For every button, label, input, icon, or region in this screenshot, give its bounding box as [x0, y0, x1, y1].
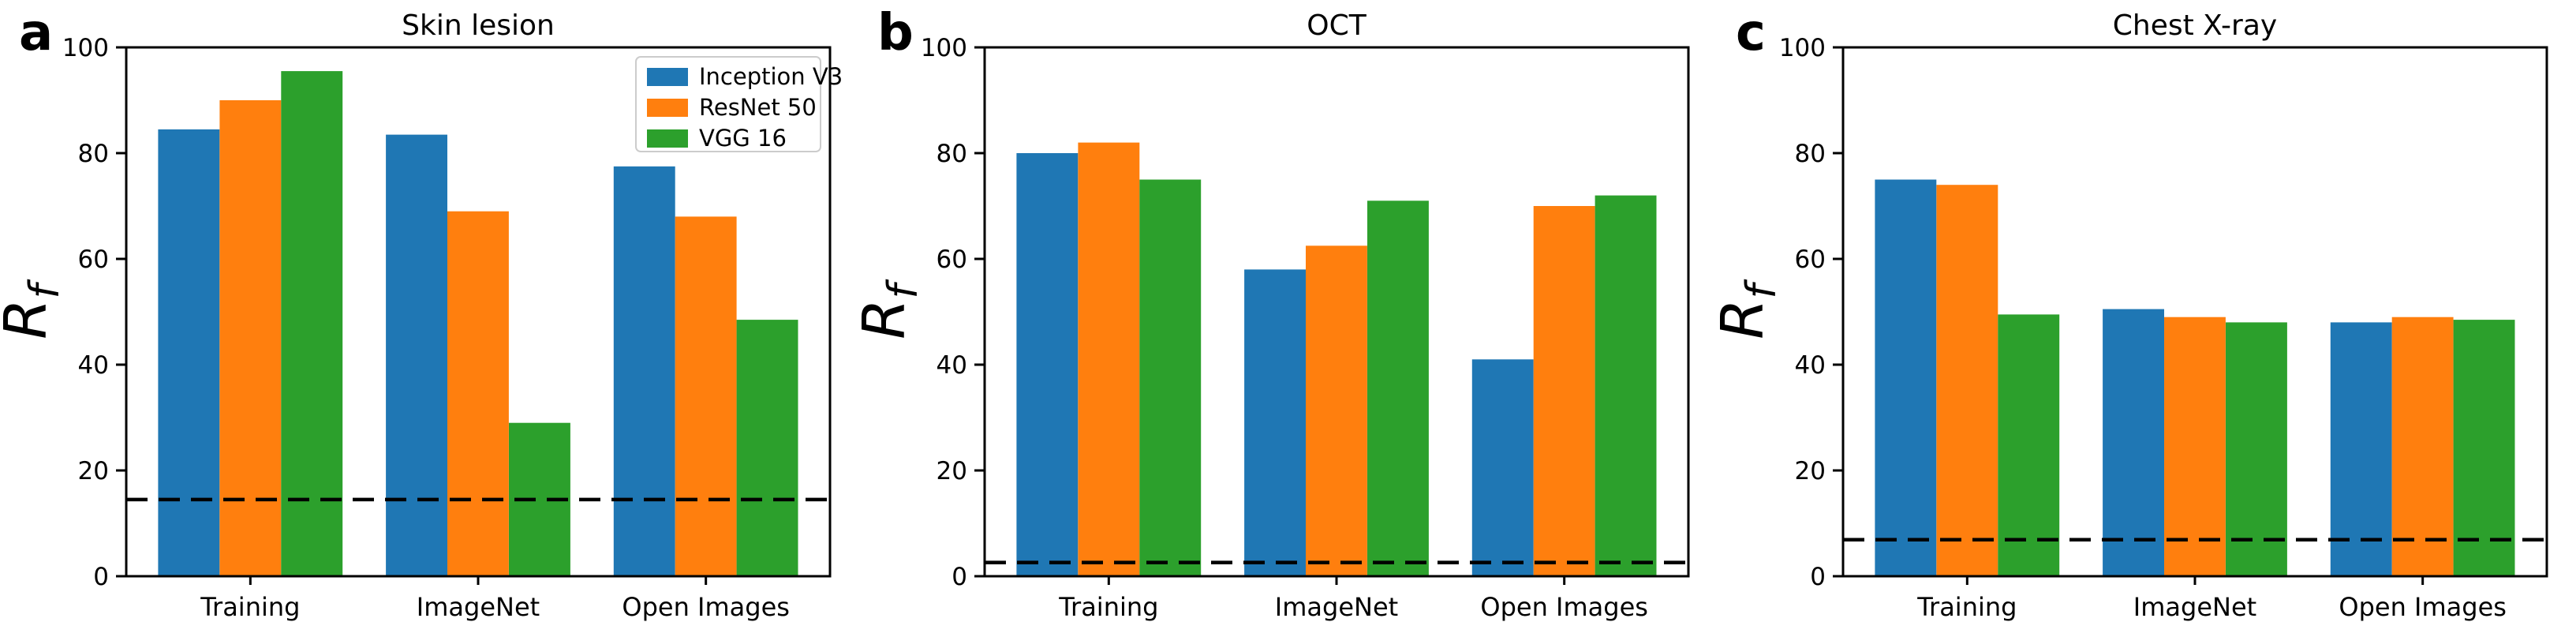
chart-title: OCT	[1307, 9, 1367, 42]
y-axis-label: Rf	[1717, 279, 1785, 339]
panel-c: c 0 20 40 60 80 100 Training ImageNet Open Image…	[1717, 0, 2575, 622]
bar-vgg-16-open-images	[1595, 195, 1657, 576]
bar-inception-v3-training	[1016, 153, 1079, 576]
bar-inception-v3-open-images	[2330, 322, 2392, 576]
y-axis-label: Rf	[858, 279, 927, 339]
panel-letter-b: b	[877, 4, 914, 62]
y-tick-label: 20	[937, 457, 967, 485]
bar-inception-v3-imagenet	[2103, 309, 2164, 576]
legend-swatch-vgg-16	[647, 129, 688, 148]
chart-title: Skin lesion	[402, 9, 555, 42]
bar-resnet-50-open-images	[1533, 206, 1595, 576]
x-tick-label-training: Training	[200, 592, 300, 622]
bar-vgg-16-open-images	[2453, 320, 2515, 576]
panel-letter-a: a	[19, 4, 54, 62]
y-tick-label: 20	[1795, 457, 1826, 485]
y-tick-label: 20	[78, 457, 109, 485]
bar-resnet-50-training	[1936, 185, 1998, 576]
bar-chart-chest-xray: 0 20 40 60 80 100 Training ImageNet Open Images C…	[1717, 9, 2548, 622]
bar-inception-v3-imagenet	[386, 134, 447, 577]
y-tick-label: 40	[937, 351, 967, 380]
y-tick-label: 100	[1779, 34, 1826, 62]
x-tick-label-training: Training	[1916, 592, 2017, 622]
bar-vgg-16-open-images	[736, 320, 798, 576]
bar-vgg-16-training	[1139, 179, 1202, 576]
y-tick-label: 80	[937, 140, 967, 168]
bar-vgg-16-training	[281, 71, 343, 577]
x-tick-label-training: Training	[1058, 592, 1158, 622]
bar-vgg-16-imagenet	[1367, 200, 1429, 577]
bar-resnet-50-imagenet	[1306, 245, 1367, 577]
legend-label-inception-v3: Inception V3	[699, 63, 843, 90]
x-tick-label-imagenet: ImageNet	[1275, 592, 1398, 622]
y-tick-label: 80	[1795, 140, 1826, 168]
x-tick-label-open-images: Open Images	[1480, 592, 1648, 622]
y-tick-label: 100	[921, 34, 967, 62]
y-tick-label: 40	[1795, 351, 1826, 380]
y-tick-label: 0	[952, 563, 967, 591]
bar-vgg-16-imagenet	[2226, 322, 2287, 576]
bar-resnet-50-open-images	[675, 216, 737, 576]
bar-resnet-50-open-images	[2391, 317, 2454, 576]
bar-vgg-16-training	[1998, 314, 2060, 576]
bar-inception-v3-open-images	[613, 166, 675, 577]
y-tick-label: 0	[93, 563, 109, 591]
y-tick-label: 0	[1810, 563, 1826, 591]
bar-resnet-50-imagenet	[447, 211, 509, 576]
bar-resnet-50-training	[1078, 142, 1140, 577]
legend-swatch-inception-v3	[647, 68, 688, 86]
y-tick-label: 60	[1795, 245, 1826, 274]
chart-title: Chest X-ray	[2113, 9, 2277, 42]
bar-inception-v3-open-images	[1471, 359, 1534, 576]
legend: Inception V3 ResNet 50 VGG 16	[635, 56, 843, 152]
y-tick-label: 60	[937, 245, 967, 274]
y-tick-label: 100	[62, 34, 109, 62]
bar-chart-oct: 0 20 40 60 80 100 Training ImageNet Open Images O…	[858, 9, 1690, 622]
bar-inception-v3-training	[158, 129, 220, 576]
y-axis-label: Rf	[0, 279, 69, 339]
x-tick-label-imagenet: ImageNet	[2133, 592, 2256, 622]
bar-inception-v3-imagenet	[1244, 269, 1306, 576]
bar-resnet-50-training	[219, 100, 282, 576]
x-tick-label-open-images: Open Images	[622, 592, 790, 622]
x-tick-label-imagenet: ImageNet	[417, 592, 540, 622]
panel-letter-c: c	[1736, 4, 1766, 62]
panel-b: b 0 20 40 60 80 100 Training ImageNet Open Image…	[858, 0, 1717, 622]
legend-label-vgg-16: VGG 16	[699, 125, 787, 152]
y-tick-label: 40	[78, 351, 109, 380]
x-tick-label-open-images: Open Images	[2339, 592, 2507, 622]
bar-inception-v3-training	[1875, 179, 1937, 576]
y-tick-label: 60	[78, 245, 109, 274]
panel-a: a 0 20 40 60 80 100 Training ImageNet Open Image…	[0, 0, 858, 622]
legend-swatch-resnet-50	[647, 99, 688, 117]
bar-chart-skin-lesion: 0 20 40 60 80 100 Training ImageNet Open Images S…	[0, 9, 843, 622]
y-tick-label: 80	[78, 140, 109, 168]
bar-resnet-50-imagenet	[2164, 317, 2226, 576]
legend-label-resnet-50: ResNet 50	[699, 94, 817, 121]
